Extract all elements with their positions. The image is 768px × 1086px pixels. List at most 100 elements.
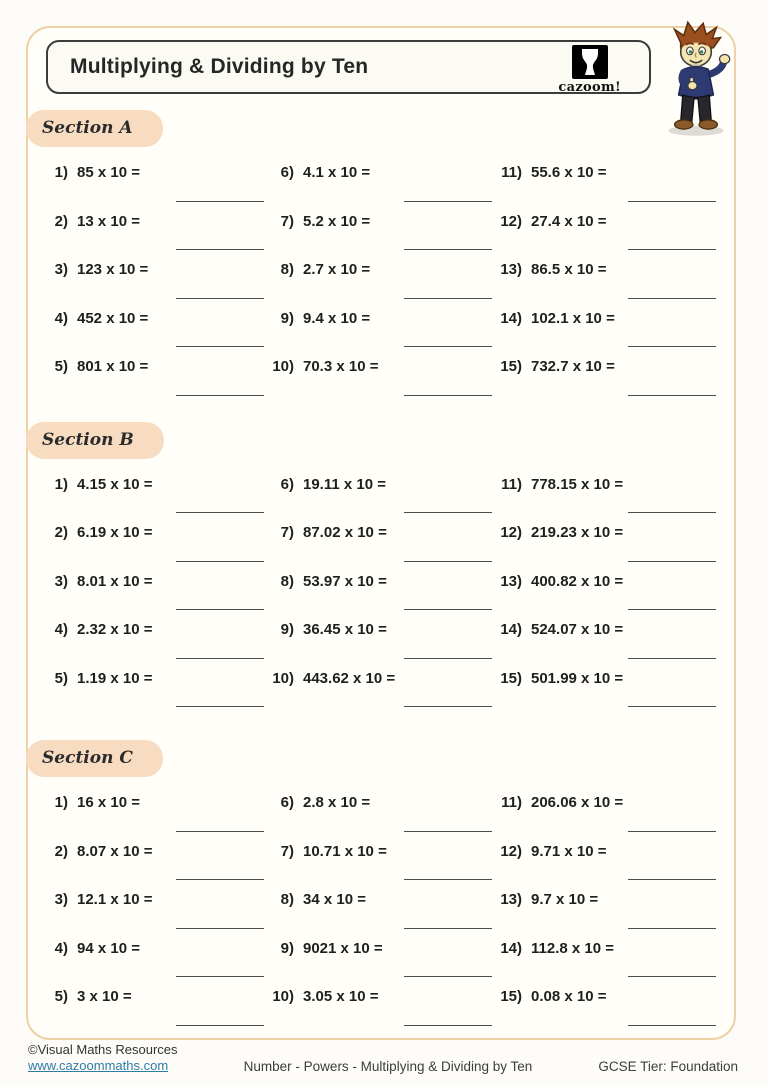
answer-blank [176,830,264,832]
question-item: 11) 778.15 x 10 = [496,465,720,513]
section-badge: Section B [26,421,164,459]
answer-blank [628,1024,716,1026]
question-item: 11) 206.06 x 10 = [496,783,720,832]
page-title: Multiplying & Dividing by Ten [70,55,369,78]
question-text: 13) 86.5 x 10 = [496,261,720,278]
footer: ©Visual Maths Resources www.cazoommaths.… [28,1042,738,1075]
question-item: 4) 94 x 10 = [42,929,268,977]
mascot-boy-illustration [668,20,731,136]
question-text: 15) 732.7 x 10 = [496,358,720,375]
title-box: Multiplying & Dividing by Ten cazoom! [46,40,651,95]
question-expression: 501.99 x 10 = [531,669,624,687]
question-text: 10) 443.62 x 10 = [268,670,496,687]
question-number: 2) [54,212,68,230]
question-item: 6) 2.8 x 10 = [268,783,496,832]
answer-blank [176,297,264,299]
question-number: 4) [54,939,68,957]
answer-blank [176,1024,264,1026]
question-item: 10) 443.62 x 10 = [268,659,496,707]
question-item: 2) 13 x 10 = [42,202,268,250]
question-expression: 4.15 x 10 = [77,475,153,493]
question-item: 6) 4.1 x 10 = [268,153,496,202]
question-text: 7) 5.2 x 10 = [268,213,496,230]
question-number: 14) [500,309,522,327]
question-item: 12) 219.23 x 10 = [496,513,720,562]
question-item: 8) 34 x 10 = [268,880,496,929]
question-expression: 9.71 x 10 = [531,842,607,860]
question-text: 14) 112.8 x 10 = [496,940,720,957]
question-number: 6) [280,164,294,181]
question-expression: 36.45 x 10 = [303,621,387,638]
answer-blank [404,830,492,832]
question-number: 9) [280,939,294,957]
answer-blank [628,976,716,977]
question-text: 12) 9.71 x 10 = [496,843,720,860]
question-number: 6) [280,794,294,811]
question-item: 14) 524.07 x 10 = [496,610,720,659]
answer-blank [404,394,492,396]
question-number: 8) [280,572,294,590]
answer-blank [628,879,716,880]
question-number: 3) [54,572,68,590]
question-expression: 4.1 x 10 = [303,164,371,181]
answer-blank [176,609,264,610]
answer-blank [628,512,716,513]
question-expression: 2.7 x 10 = [303,261,371,278]
answer-blank [404,927,492,929]
question-text: 4) 94 x 10 = [42,940,268,957]
question-number: 8) [280,261,294,278]
question-expression: 452 x 10 = [77,309,149,327]
question-text: 9) 9.4 x 10 = [268,310,496,327]
answer-blank [404,249,492,250]
question-number: 4) [54,621,68,638]
question-number: 5) [54,358,68,375]
question-number: 10) [272,988,294,1005]
question-expression: 1.19 x 10 = [77,669,153,687]
question-number: 7) [280,842,294,860]
question-number: 10) [272,358,294,375]
question-expression: 70.3 x 10 = [303,358,379,375]
question-expression: 801 x 10 = [77,358,149,375]
question-number: 10) [272,669,294,687]
question-expression: 9021 x 10 = [303,939,383,957]
question-text: 2) 13 x 10 = [42,213,268,230]
worksheet-frame: Multiplying & Dividing by Ten cazoom! Se… [26,26,736,1040]
question-expression: 94 x 10 = [77,939,140,957]
question-number: 5) [54,988,68,1005]
question-item: 11) 55.6 x 10 = [496,153,720,202]
question-text: 12) 219.23 x 10 = [496,524,720,541]
question-text: 3) 123 x 10 = [42,261,268,278]
question-number: 11) [501,794,522,811]
question-text: 6) 19.11 x 10 = [268,476,496,493]
answer-blank [628,706,716,707]
question-expression: 524.07 x 10 = [531,621,624,638]
answer-blank [404,346,492,347]
question-number: 3) [54,891,68,908]
question-number: 14) [500,621,522,638]
question-number: 15) [500,358,522,375]
question-item: 7) 87.02 x 10 = [268,513,496,562]
question-expression: 2.8 x 10 = [303,794,371,811]
question-expression: 13 x 10 = [77,212,140,230]
question-expression: 2.32 x 10 = [77,621,153,638]
question-expression: 0.08 x 10 = [531,988,607,1005]
question-number: 3) [54,261,68,278]
question-number: 8) [280,891,294,908]
worksheet-section: Section A 1) 85 x 10 = 2) 13 x 10 = 3) 123 x 1… [26,94,734,396]
question-text: 11) 55.6 x 10 = [496,164,720,181]
copyright-text: ©Visual Maths Resources [28,1042,178,1057]
answer-blank [628,830,716,832]
question-item: 8) 2.7 x 10 = [268,250,496,299]
question-item: 5) 1.19 x 10 = [42,659,268,707]
website-link[interactable]: www.cazoommaths.com [28,1058,169,1074]
question-item: 14) 102.1 x 10 = [496,299,720,347]
question-grid: 1) 85 x 10 = 2) 13 x 10 = 3) 123 x 10 = 4) 452 … [28,153,734,396]
question-number: 7) [280,212,294,230]
question-expression: 5.2 x 10 = [303,212,371,230]
question-expression: 102.1 x 10 = [531,309,615,327]
question-text: 1) 16 x 10 = [42,794,268,811]
answer-blank [176,346,264,347]
answer-blank [628,394,716,396]
question-grid: 1) 4.15 x 10 = 2) 6.19 x 10 = 3) 8.01 x 10 = 4… [28,465,734,707]
answer-blank [176,657,264,659]
